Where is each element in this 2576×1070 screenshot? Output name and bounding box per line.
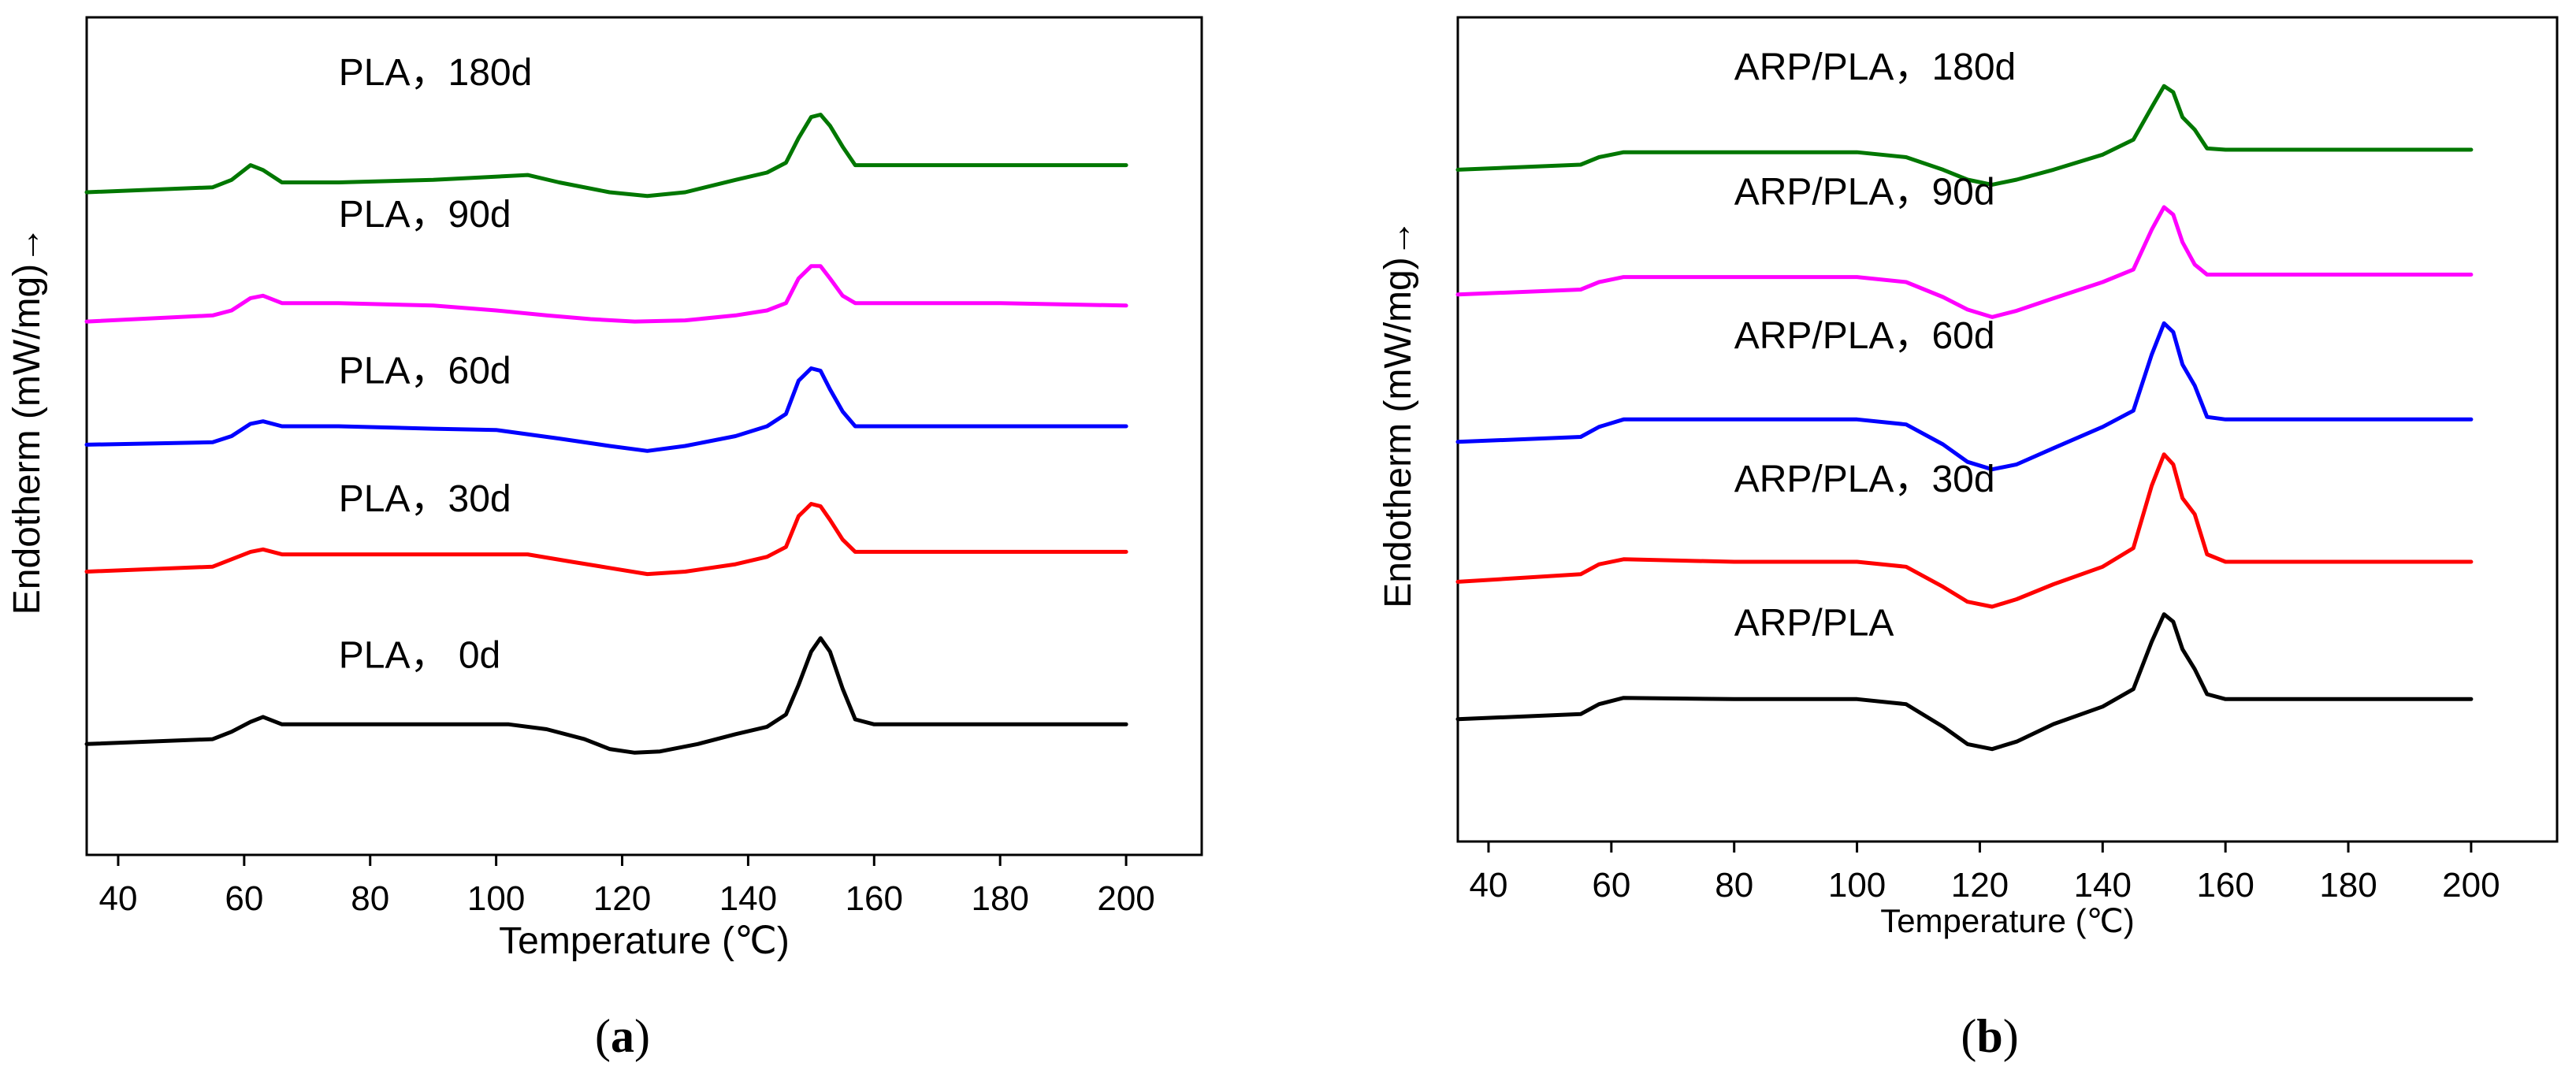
x-tick-label: 160 [846,879,903,918]
x-tick-label: 80 [351,879,389,918]
series-line-1 [1455,205,2474,319]
series-line-0 [1455,84,2474,187]
panel-letter: (b) [1961,1010,2018,1062]
x-tick-label: 120 [1951,866,2009,905]
panel-a: 40 60 80 100 120 140 160 180 200 Temperature (℃) E… [6,16,1203,1062]
panel-b: 40 60 80 100 120 140 160 180 200 Temperature (℃) E… [1377,16,2559,1062]
x-tick-label: 80 [1715,866,1753,905]
x-axis-title: Temperature (℃) [1880,902,2135,939]
x-tick-label: 100 [467,879,525,918]
x-tick-label: 60 [225,879,263,918]
plot-frame [85,16,1203,856]
series-label-1: PLA，90d [339,194,511,236]
series-line-4 [1455,612,2474,752]
x-tick-label: 200 [1097,879,1154,918]
series-label-0: PLA，180d [339,52,533,94]
series-label-2: PLA，60d [339,350,511,392]
series-line-4 [84,636,1128,755]
y-axis-title: Endotherm (mW/mg)→ [6,226,48,615]
x-tick-label: 180 [2319,866,2377,905]
series-line-1 [84,264,1128,324]
series-line-3 [1455,452,2474,609]
series-label-0: ARP/PLA，180d [1734,46,2017,88]
series-label-4: ARP/PLA [1734,603,1894,645]
plot-frame [1456,16,2559,843]
x-tick-label: 40 [99,879,137,918]
x-tick-label: 140 [719,879,777,918]
series-label-2: ARP/PLA，60d [1734,315,1995,357]
x-tick-label: 140 [2074,866,2132,905]
series-line-2 [84,366,1128,453]
series-line-3 [84,502,1128,577]
series-label-3: PLA，30d [339,478,511,520]
x-tick-label: 60 [1592,866,1630,905]
series-label-4: PLA， 0d [339,634,500,676]
x-tick-label: 120 [593,879,651,918]
series-line-2 [1455,321,2474,472]
x-axis-title: Temperature (℃) [499,920,790,962]
x-tick-label: 100 [1828,866,1886,905]
series-label-1: ARP/PLA，90d [1734,172,1995,214]
x-tick-label: 200 [2442,866,2500,905]
y-axis-title: Endotherm (mW/mg)→ [1377,219,1419,607]
x-tick-label: 160 [2196,866,2254,905]
panel-letter: (a) [595,1010,650,1062]
x-tick-label: 180 [971,879,1028,918]
series-line-0 [84,113,1128,199]
series-label-3: ARP/PLA，30d [1734,459,1995,500]
x-tick-label: 40 [1469,866,1507,905]
